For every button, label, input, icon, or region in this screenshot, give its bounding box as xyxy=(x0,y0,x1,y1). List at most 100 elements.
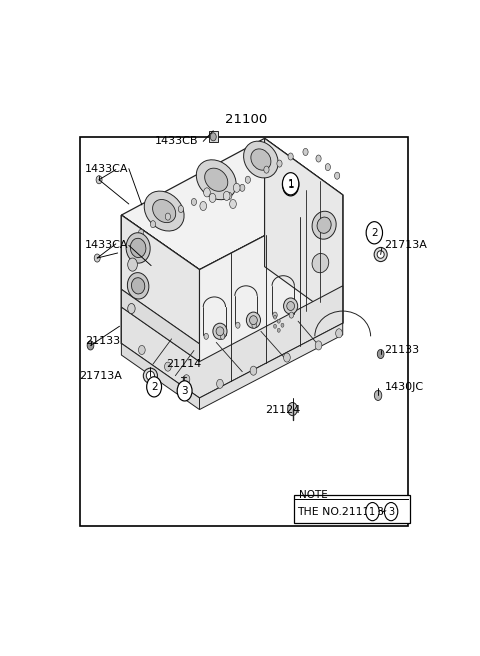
Text: 3: 3 xyxy=(388,506,394,517)
Text: THE NO.21110B :: THE NO.21110B : xyxy=(297,506,395,517)
Circle shape xyxy=(147,377,162,397)
Circle shape xyxy=(150,220,156,228)
Text: 1433CA: 1433CA xyxy=(85,163,129,174)
Circle shape xyxy=(384,502,398,521)
Ellipse shape xyxy=(312,253,329,273)
Ellipse shape xyxy=(287,302,295,310)
Ellipse shape xyxy=(153,199,176,222)
Ellipse shape xyxy=(213,323,227,339)
Circle shape xyxy=(289,312,294,318)
Ellipse shape xyxy=(144,191,184,231)
Circle shape xyxy=(277,319,280,323)
Text: 21713A: 21713A xyxy=(384,240,427,251)
Text: 21133: 21133 xyxy=(384,346,420,356)
Circle shape xyxy=(303,148,308,155)
Ellipse shape xyxy=(144,368,157,383)
Ellipse shape xyxy=(131,238,146,258)
Text: 21114: 21114 xyxy=(166,359,201,369)
Circle shape xyxy=(336,329,342,338)
Polygon shape xyxy=(200,323,343,409)
Polygon shape xyxy=(264,138,343,323)
Ellipse shape xyxy=(127,273,149,299)
Text: ~: ~ xyxy=(377,505,387,518)
Circle shape xyxy=(288,403,297,416)
Circle shape xyxy=(282,173,299,195)
Circle shape xyxy=(282,174,299,196)
Ellipse shape xyxy=(251,149,271,170)
Text: 21713A: 21713A xyxy=(80,371,122,380)
Ellipse shape xyxy=(132,277,145,294)
Ellipse shape xyxy=(246,312,261,328)
Circle shape xyxy=(223,192,230,201)
Circle shape xyxy=(227,192,232,199)
Polygon shape xyxy=(121,289,200,361)
Ellipse shape xyxy=(374,247,387,262)
Circle shape xyxy=(315,341,322,350)
Text: 21133: 21133 xyxy=(85,337,120,346)
Ellipse shape xyxy=(284,298,298,314)
Circle shape xyxy=(200,201,206,211)
Circle shape xyxy=(96,176,102,184)
Text: 21124: 21124 xyxy=(265,405,301,415)
Bar xyxy=(81,137,408,525)
Polygon shape xyxy=(121,215,200,344)
Circle shape xyxy=(277,328,280,333)
Ellipse shape xyxy=(216,327,224,336)
Ellipse shape xyxy=(196,160,236,199)
Bar xyxy=(209,131,218,142)
Circle shape xyxy=(288,153,293,160)
Ellipse shape xyxy=(317,217,331,234)
Circle shape xyxy=(128,304,135,314)
Ellipse shape xyxy=(146,371,155,380)
Circle shape xyxy=(252,322,256,328)
Circle shape xyxy=(316,155,321,162)
Polygon shape xyxy=(121,215,200,344)
Circle shape xyxy=(209,194,216,203)
Circle shape xyxy=(274,315,276,319)
Circle shape xyxy=(377,350,384,359)
Text: 1: 1 xyxy=(288,179,294,189)
Circle shape xyxy=(284,353,290,362)
Ellipse shape xyxy=(312,211,336,239)
Circle shape xyxy=(178,205,183,213)
Text: 2: 2 xyxy=(151,382,157,392)
Circle shape xyxy=(240,184,245,192)
Circle shape xyxy=(177,380,192,401)
Polygon shape xyxy=(264,138,343,323)
Ellipse shape xyxy=(250,316,257,325)
Circle shape xyxy=(229,199,236,209)
Ellipse shape xyxy=(204,168,228,192)
Circle shape xyxy=(236,322,240,328)
Circle shape xyxy=(273,312,277,318)
Text: 1430JC: 1430JC xyxy=(384,382,423,392)
Polygon shape xyxy=(200,195,343,398)
Circle shape xyxy=(139,229,144,236)
Circle shape xyxy=(128,258,137,271)
Circle shape xyxy=(325,163,330,171)
Circle shape xyxy=(204,188,210,197)
Circle shape xyxy=(139,346,145,354)
Polygon shape xyxy=(121,286,343,398)
Circle shape xyxy=(366,502,379,521)
Ellipse shape xyxy=(243,141,278,178)
Circle shape xyxy=(204,333,208,339)
Polygon shape xyxy=(121,215,200,344)
Text: 1433CA: 1433CA xyxy=(85,240,129,251)
Circle shape xyxy=(216,379,223,388)
Circle shape xyxy=(374,390,382,400)
Circle shape xyxy=(210,133,216,141)
Circle shape xyxy=(281,323,284,327)
Text: 1: 1 xyxy=(370,506,375,517)
Circle shape xyxy=(250,366,257,375)
Polygon shape xyxy=(121,138,343,270)
Circle shape xyxy=(264,166,269,173)
Ellipse shape xyxy=(377,251,384,258)
Text: 2: 2 xyxy=(371,228,378,237)
Circle shape xyxy=(335,172,340,179)
Circle shape xyxy=(94,254,100,262)
Circle shape xyxy=(183,375,190,384)
Text: 21100: 21100 xyxy=(225,113,267,126)
Circle shape xyxy=(192,198,196,205)
Text: NOTE: NOTE xyxy=(299,490,327,500)
Circle shape xyxy=(245,176,251,183)
